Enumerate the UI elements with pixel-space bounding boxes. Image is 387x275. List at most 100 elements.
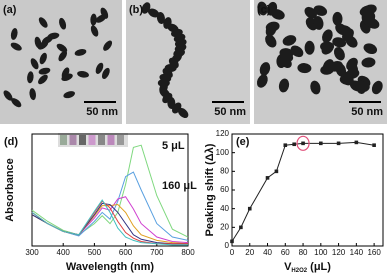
x-axis-label-part: (μL) [307,261,331,273]
particle [280,50,294,62]
particle [371,80,383,95]
data-point [301,141,305,146]
particle [90,13,97,26]
x-tick-label: 600 [119,248,133,257]
particle [304,6,317,19]
panel-label: (a) [3,4,17,16]
particle [363,43,378,55]
particle [74,49,87,56]
x-tick-label: 80 [299,248,308,257]
particle [359,5,374,17]
plot-frame [231,133,384,247]
x-axis-label-part: H2O2 [291,268,307,274]
data-point [274,169,279,174]
particle [265,34,277,48]
spectrum-line [31,144,189,238]
x-axis-label-part: V [284,261,292,273]
data-point [265,176,270,180]
particle [361,57,376,68]
particle [355,80,366,94]
particle [95,62,104,74]
scale-label: 50 nm [214,106,246,118]
vial [79,135,86,145]
particle [313,16,324,30]
tem-image [126,0,250,124]
highlight-circle [296,135,310,151]
x-tick-label: 500 [88,248,102,257]
particle [38,17,48,28]
data-point [283,143,288,147]
particle [320,41,335,52]
vial [107,135,115,145]
panel-label: (b) [129,4,143,16]
spectrum-line [31,200,188,245]
particle [365,17,380,29]
x-tick-label: 0 [230,248,235,257]
x-tick-label: 800 [181,248,195,257]
particle [10,42,22,51]
vial [69,135,77,145]
particle [266,1,278,16]
data-point [319,141,323,146]
particle [30,58,39,70]
data-point [336,141,341,146]
panel-label: (d) [4,136,18,148]
x-tick-label: 60 [281,248,290,257]
particle [265,21,280,32]
y-tick-label: 80 [220,166,229,175]
particle [3,90,13,101]
particle [59,17,67,30]
y-tick-label: 60 [220,185,229,194]
scale-label: 50 nm [351,106,383,118]
x-tick-label: 100 [314,248,328,257]
particle [101,67,110,79]
x-tick-label: 120 [332,248,346,257]
particle [339,74,354,85]
particle [47,32,60,40]
x-axis-label: Wavelength (nm) [66,261,155,273]
particle [61,73,73,82]
data-point [230,239,234,244]
x-tick-label: 300 [25,248,39,257]
x-tick-label: 40 [263,248,272,257]
particle [38,67,51,75]
particle [95,14,107,23]
particle [256,74,268,88]
particle [313,5,328,16]
annotation: 5 μL [162,140,185,152]
particle [63,91,76,99]
y-tick-label: 120 [216,129,230,138]
particle [347,62,359,77]
spectrum-line [31,199,188,246]
particle [77,71,89,78]
particle [332,11,343,26]
particle [39,52,47,65]
data-point [247,206,252,211]
particle [147,8,160,18]
particle [10,28,18,40]
particle [322,29,333,43]
particle [259,62,271,76]
particle [304,40,315,55]
annotation: 160 μL [162,180,197,192]
data-point [354,140,359,145]
y-axis-label: Peaking shift (Δλ) [204,143,216,236]
particle [329,61,343,72]
data-point [372,143,376,147]
panel-label: (c) [257,4,271,16]
y-tick-label: 40 [220,204,229,213]
data-line [231,141,375,242]
particle [27,71,34,84]
particle [90,25,99,37]
vial [117,135,124,145]
particle [56,43,68,53]
particle [178,107,189,119]
particle [340,25,353,38]
particle [11,98,22,108]
vial [98,135,105,145]
particle [103,40,113,51]
particle [290,45,304,58]
x-axis-label: VH2O2 (μL) [284,261,331,274]
y-tick-label: 0 [225,241,230,250]
